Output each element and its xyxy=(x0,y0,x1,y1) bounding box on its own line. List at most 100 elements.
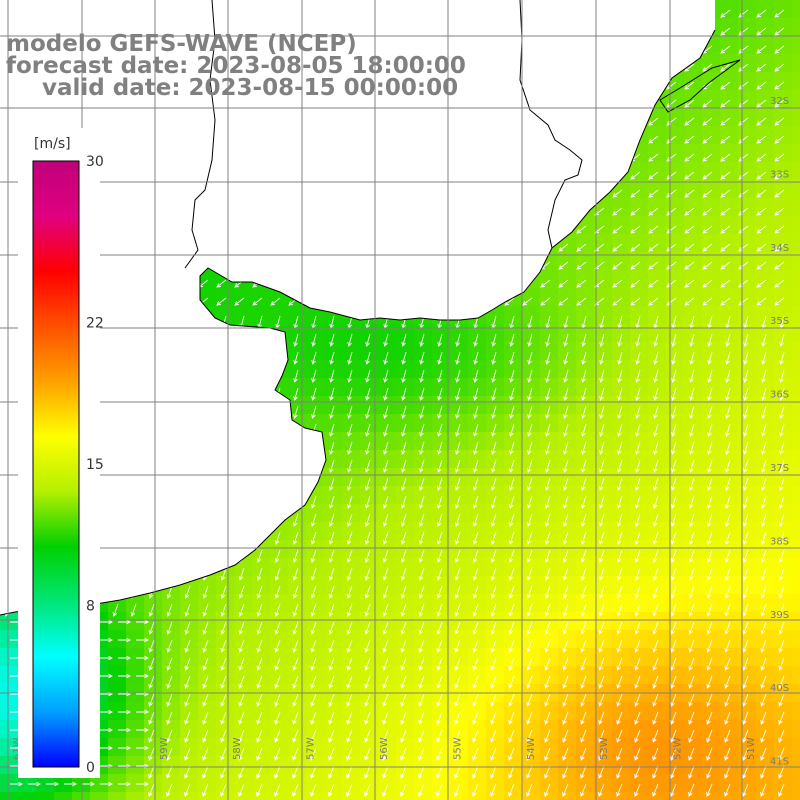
field-cell xyxy=(0,738,19,757)
longitude-label: 61W xyxy=(12,737,23,760)
wind-arrow xyxy=(670,693,677,707)
field-cell xyxy=(108,774,127,793)
field-cell xyxy=(594,432,613,451)
wind-arrow xyxy=(774,81,785,90)
wind-arrow xyxy=(437,387,443,401)
field-cell xyxy=(270,720,289,739)
field-cell xyxy=(540,612,559,631)
wind-arrow xyxy=(310,729,317,743)
field-cell xyxy=(144,738,163,757)
field-cell xyxy=(666,558,685,577)
field-cell xyxy=(576,720,595,739)
field-cell xyxy=(0,612,19,631)
wind-arrow xyxy=(742,711,749,725)
wind-arrow xyxy=(220,747,227,761)
wind-arrow xyxy=(382,477,389,491)
wind-arrow xyxy=(365,333,371,347)
wind-arrow xyxy=(580,585,587,599)
field-cell xyxy=(450,774,469,793)
wind-arrow xyxy=(774,189,785,198)
field-cell xyxy=(774,774,793,793)
wind-arrow xyxy=(509,351,515,365)
field-cell xyxy=(486,522,505,541)
wind-arrow xyxy=(598,531,605,545)
wind-arrow xyxy=(778,567,785,581)
wind-arrow xyxy=(274,765,281,779)
field-cell xyxy=(648,792,667,800)
wind-arrow xyxy=(635,387,641,401)
wind-arrow xyxy=(724,531,731,545)
field-cell xyxy=(738,540,757,559)
wind-arrow xyxy=(166,675,173,689)
field-cell xyxy=(756,648,775,667)
field-cell xyxy=(432,702,451,721)
wind-arrow xyxy=(401,333,407,347)
wind-arrow xyxy=(400,747,407,761)
field-cell xyxy=(756,630,775,649)
wind-arrow xyxy=(526,567,533,581)
wind-arrow xyxy=(328,675,335,689)
field-cell xyxy=(792,756,800,775)
field-cell xyxy=(468,558,487,577)
field-cell xyxy=(738,432,757,451)
field-cell xyxy=(594,378,613,397)
wind-arrow xyxy=(720,27,731,36)
field-cell xyxy=(54,774,73,793)
field-cell xyxy=(576,612,595,631)
wind-arrow xyxy=(635,441,641,455)
field-cell xyxy=(594,558,613,577)
wind-arrow xyxy=(580,639,587,653)
field-cell xyxy=(504,378,523,397)
wind-arrow xyxy=(328,657,335,671)
field-cell xyxy=(540,432,559,451)
wind-arrow xyxy=(382,513,389,527)
wind-arrow xyxy=(400,585,407,599)
wind-arrow xyxy=(382,549,389,563)
wind-arrow xyxy=(100,619,113,625)
field-cell xyxy=(342,702,361,721)
field-cell xyxy=(342,594,361,613)
wind-arrow xyxy=(760,477,767,491)
field-cell xyxy=(486,576,505,595)
field-cell xyxy=(558,540,577,559)
wind-arrow xyxy=(526,783,533,797)
field-cell xyxy=(792,522,800,541)
wind-arrow xyxy=(581,405,587,419)
field-cell xyxy=(522,450,541,469)
field-cell xyxy=(648,468,667,487)
wind-arrow xyxy=(599,405,605,419)
field-cell xyxy=(684,468,703,487)
field-cell xyxy=(306,504,325,523)
field-cell xyxy=(702,486,721,505)
field-cell xyxy=(738,702,757,721)
field-cell xyxy=(648,612,667,631)
wind-arrow xyxy=(292,783,299,797)
wind-arrow xyxy=(436,513,443,527)
wind-arrow xyxy=(136,673,149,679)
field-cell xyxy=(792,702,800,721)
wind-arrow xyxy=(774,279,785,288)
field-cell xyxy=(288,630,307,649)
wind-arrow xyxy=(329,351,335,365)
wind-arrow xyxy=(455,423,461,437)
wind-arrow xyxy=(311,369,317,383)
wind-arrow xyxy=(724,729,731,743)
wind-arrow xyxy=(274,729,281,743)
wind-arrow xyxy=(706,675,713,689)
wind-arrow xyxy=(742,567,749,581)
field-cell xyxy=(486,666,505,685)
wind-arrow xyxy=(292,531,299,545)
wind-arrow xyxy=(400,549,407,563)
field-cell xyxy=(612,522,631,541)
wind-arrow xyxy=(472,747,479,761)
wind-arrow xyxy=(724,567,731,581)
wind-arrow xyxy=(202,621,209,635)
field-cell xyxy=(756,360,775,379)
wind-arrow xyxy=(760,639,767,653)
field-cell xyxy=(702,396,721,415)
field-cell xyxy=(162,738,181,757)
wind-arrow xyxy=(490,729,497,743)
wind-arrow xyxy=(725,405,731,419)
wind-arrow xyxy=(238,603,245,617)
field-cell xyxy=(450,576,469,595)
